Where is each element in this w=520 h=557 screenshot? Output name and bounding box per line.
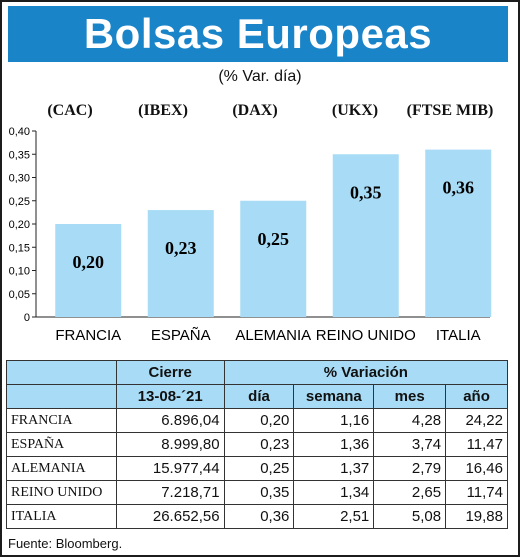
bar — [147, 210, 214, 317]
title-banner: Bolsas Europeas — [8, 6, 508, 62]
bar — [425, 149, 492, 317]
row-name: ALEMANIA — [6, 456, 117, 481]
header-cierre: Cierre — [115, 360, 225, 385]
row-name: FRANCIA — [6, 408, 117, 433]
row-name: ESPAÑA — [6, 432, 117, 457]
row-semana: 1,16 — [293, 408, 375, 433]
subheader-mes: mes — [373, 384, 447, 409]
bar-value-label: 0,36 — [443, 178, 475, 198]
chart-title: Bolsas Europeas — [83, 10, 433, 57]
subheader-dia: día — [223, 384, 295, 409]
row-mes: 3,74 — [373, 432, 447, 457]
row-ano: 24,22 — [445, 408, 508, 433]
y-tick-label: 0,20 — [9, 219, 30, 231]
y-tick-label: 0,25 — [9, 196, 30, 208]
row-semana: 1,34 — [293, 480, 375, 505]
table-row: ITALIA 26.652,56 0,36 2,51 5,08 19,88 — [6, 504, 508, 529]
row-ano: 16,46 — [445, 456, 508, 481]
bar — [55, 224, 122, 317]
y-tick-label: 0,05 — [9, 289, 30, 301]
header-variacion: % Variación — [223, 360, 509, 385]
table-row: REINO UNIDO 7.218,71 0,35 1,34 2,65 11,7… — [6, 480, 508, 505]
bar — [332, 154, 399, 317]
row-cierre: 8.999,80 — [115, 432, 225, 457]
index-label-dax: (DAX) — [232, 102, 278, 119]
bar — [240, 200, 307, 317]
subheader-blank — [6, 384, 117, 409]
y-tick-label: 0,10 — [9, 266, 30, 278]
header-blank — [6, 360, 117, 385]
table-header-row: Cierre % Variación — [6, 360, 509, 385]
row-dia: 0,25 — [223, 456, 295, 481]
bar-value-label: 0,25 — [258, 229, 290, 249]
x-category-label: ALEMANIA — [235, 327, 311, 344]
x-category-label: REINO UNIDO — [316, 327, 416, 344]
source-note: Fuente: Bloomberg. — [8, 536, 123, 551]
table-row: FRANCIA 6.896,04 0,20 1,16 4,28 24,22 — [6, 408, 508, 433]
row-dia: 0,35 — [223, 480, 295, 505]
table-row: ESPAÑA 8.999,80 0,23 1,36 3,74 11,47 — [6, 432, 508, 457]
index-label-ftse-mib: (FTSE MIB) — [406, 102, 494, 119]
subheader-ano: año — [445, 384, 508, 409]
row-cierre: 15.977,44 — [115, 456, 225, 481]
index-label-cac: (CAC) — [47, 102, 93, 119]
subheader-date: 13-08-´21 — [115, 384, 225, 409]
index-label-ukx: (UKX) — [331, 102, 379, 119]
bar-value-label: 0,35 — [350, 182, 382, 202]
row-semana: 1,37 — [293, 456, 375, 481]
row-mes: 2,65 — [373, 480, 447, 505]
y-tick-label: 0,40 — [9, 126, 30, 138]
bar-chart: 0 0,05 0,10 0,15 0,20 0,25 0,30 0,35 0,40 0,20 FRA… — [9, 126, 492, 344]
y-tick-label: 0,30 — [9, 173, 30, 185]
row-cierre: 26.652,56 — [115, 504, 225, 529]
y-tick-label: 0 — [24, 312, 30, 324]
data-table: Cierre % Variación 13-08-´21 día semana … — [6, 360, 509, 529]
row-cierre: 7.218,71 — [115, 480, 225, 505]
row-name: ITALIA — [6, 504, 117, 529]
index-label-ibex: (IBEX) — [138, 102, 188, 119]
x-category-label: ESPAÑA — [151, 327, 211, 344]
row-ano: 11,47 — [445, 432, 508, 457]
row-semana: 1,36 — [293, 432, 375, 457]
table-row: ALEMANIA 15.977,44 0,25 1,37 2,79 16,46 — [6, 456, 508, 481]
y-tick-label: 0,35 — [9, 149, 30, 161]
row-dia: 0,23 — [223, 432, 295, 457]
x-category-label: ITALIA — [436, 327, 481, 344]
row-name: REINO UNIDO — [6, 480, 117, 505]
row-mes: 5,08 — [373, 504, 447, 529]
table-subheader-row: 13-08-´21 día semana mes año — [6, 384, 508, 409]
x-category-label: FRANCIA — [55, 327, 121, 344]
bar-value-label: 0,23 — [165, 238, 197, 258]
row-cierre: 6.896,04 — [115, 408, 225, 433]
bar-value-label: 0,20 — [73, 252, 105, 272]
row-ano: 19,88 — [445, 504, 508, 529]
y-tick-label: 0,15 — [9, 242, 30, 254]
row-dia: 0,20 — [223, 408, 295, 433]
row-dia: 0,36 — [223, 504, 295, 529]
row-mes: 2,79 — [373, 456, 447, 481]
chart-subtitle: (% Var. día) — [218, 68, 302, 85]
row-semana: 2,51 — [293, 504, 375, 529]
row-ano: 11,74 — [445, 480, 508, 505]
subheader-semana: semana — [293, 384, 375, 409]
row-mes: 4,28 — [373, 408, 447, 433]
